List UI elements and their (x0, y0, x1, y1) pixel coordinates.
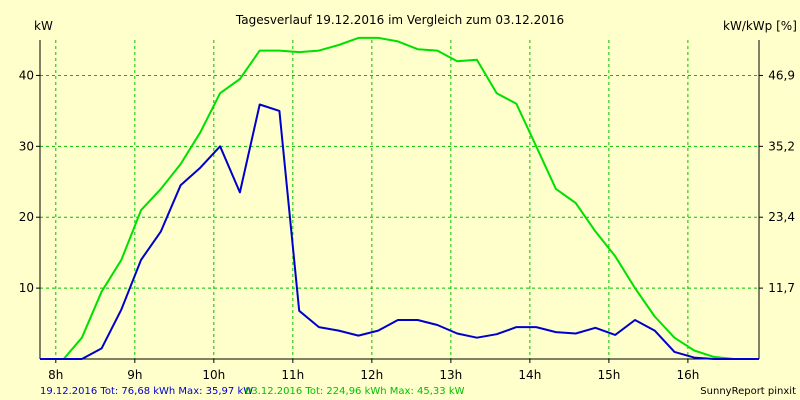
footer-summary-03-12: 03.12.2016 Tot: 224,96 kWh Max: 45,33 kW (245, 386, 465, 397)
x-tick-label: 14h (518, 368, 541, 382)
x-tick-label: 10h (202, 368, 225, 382)
x-tick-label: 13h (439, 368, 462, 382)
y-tick-label-right: 11,7 (768, 281, 795, 295)
y-tick-label-right: 35,2 (768, 139, 795, 153)
series-line-03-12-2016 (40, 36, 759, 360)
x-tick-label: 11h (281, 368, 304, 382)
y-axis-label-left: kW (34, 19, 53, 33)
series-lines (40, 36, 759, 360)
y-tick-label-right: 23,4 (768, 210, 795, 224)
footer-credit: SunnyReport pinxit (700, 386, 796, 397)
y-tick-label-right: 46,9 (768, 68, 795, 82)
series-line-19-12-2016 (40, 103, 759, 360)
x-tick-label: 15h (597, 368, 620, 382)
x-tick-label: 12h (360, 368, 383, 382)
x-tick-label: 9h (127, 368, 142, 382)
y-tick-label-left: 40 (19, 68, 34, 82)
axes (36, 40, 763, 363)
y-tick-label-left: 30 (19, 139, 34, 153)
y-axis-label-right: kW/kWp [%] (723, 19, 797, 33)
y-tick-label-left: 10 (19, 281, 34, 295)
tick-labels: 8h 9h 10h 11h 12h 13h 14h 15h 16h 10 20 30 40 11,7 23,… (19, 68, 795, 382)
y-tick-label-left: 20 (19, 210, 34, 224)
footer-summary-19-12: 19.12.2016 Tot: 76,68 kWh Max: 35,97 kW (40, 386, 253, 397)
chart-title: Tagesverlauf 19.12.2016 im Vergleich zum… (235, 13, 564, 27)
grid-lines (40, 40, 759, 359)
x-tick-label: 8h (48, 368, 63, 382)
x-tick-label: 16h (676, 368, 699, 382)
